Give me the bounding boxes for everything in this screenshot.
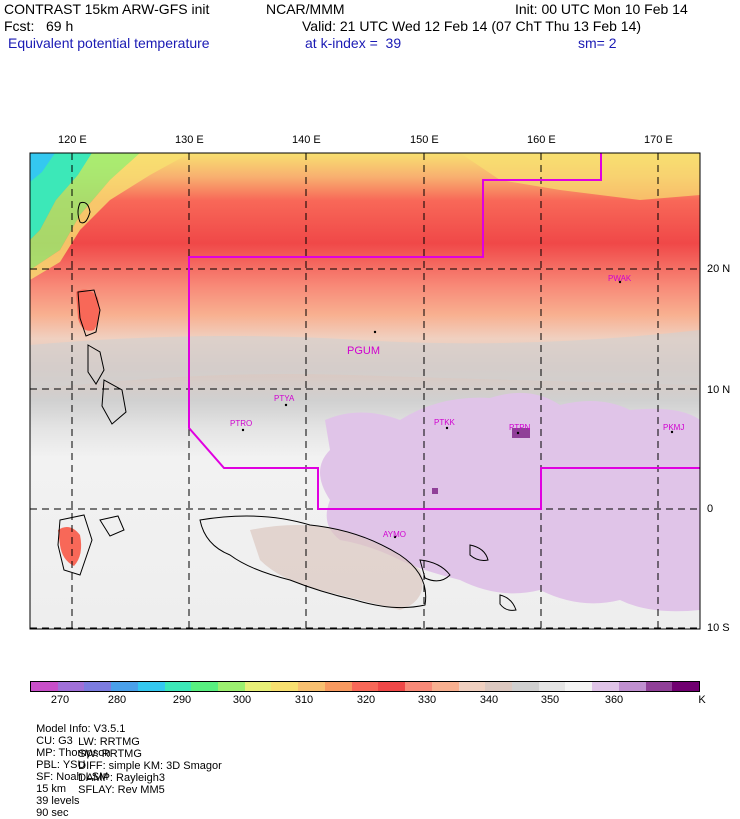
- map-canvas: [29, 152, 701, 630]
- variable-name: Equivalent potential temperature: [8, 35, 210, 51]
- station-label: PTYA: [274, 394, 295, 403]
- colorbar-swatch: [592, 682, 619, 691]
- smoothing-label: sm= 2: [578, 35, 617, 51]
- colorbar-units: K: [698, 694, 706, 706]
- colorbar-swatch: [618, 682, 646, 691]
- colorbar-swatch: [218, 682, 245, 691]
- station-markers: [241, 280, 674, 539]
- lat-label: 0: [707, 503, 714, 515]
- station-label: PKMJ: [663, 423, 685, 432]
- footer-item: SFLAY: Rev MM5: [78, 784, 165, 796]
- colorbar-label: 350: [540, 694, 560, 706]
- footer-item: LW: RRTMG: [78, 736, 140, 748]
- colorbar-swatch: [485, 682, 512, 691]
- station-label: PTRO: [230, 419, 253, 428]
- colorbar-label: 270: [50, 694, 70, 706]
- lat-label: 10 N: [707, 384, 731, 396]
- station-label: PWAK: [608, 274, 632, 283]
- lon-label: 170 E: [644, 134, 673, 146]
- colorbar-swatch: [431, 682, 459, 691]
- lat-label: 20 N: [707, 263, 731, 275]
- colorbar-swatch: [271, 682, 299, 691]
- footer-item: SW: RRTMG: [78, 748, 142, 760]
- colorbar-swatch: [84, 682, 112, 691]
- colorbar-swatch: [405, 682, 432, 691]
- colorbar-swatch: [351, 682, 379, 691]
- colorbar-swatch: [191, 682, 219, 691]
- colorbar-label: 280: [107, 694, 127, 706]
- colorbar-swatch: [324, 682, 352, 691]
- station-label: PTKK: [434, 418, 455, 427]
- colorbar-swatch: [244, 682, 272, 691]
- colorbar-swatch: [137, 682, 165, 691]
- footer-item: 15 km: [36, 783, 67, 795]
- theta-field: [30, 153, 700, 629]
- org-label: NCAR/MMM: [266, 1, 345, 17]
- colorbar-swatch: [538, 682, 566, 691]
- colorbar-label: 290: [172, 694, 192, 706]
- footer-item: DIFF: simple KM: 3D Smagor: [78, 760, 222, 772]
- lon-label: 140 E: [292, 134, 321, 146]
- valid-time: Valid: 21 UTC Wed 12 Feb 14 (07 ChT Thu …: [302, 18, 642, 34]
- forecast-hour: Fcst: 69 h: [4, 18, 74, 34]
- map-frame: [29, 152, 701, 630]
- lon-label: 160 E: [527, 134, 556, 146]
- colorbar-swatch: [645, 682, 673, 691]
- colorbar-swatch: [458, 682, 486, 691]
- init-time: Init: 00 UTC Mon 10 Feb 14: [515, 1, 688, 17]
- lon-label: 130 E: [175, 134, 204, 146]
- colorbar-label: 330: [417, 694, 437, 706]
- colorbar-label: 340: [479, 694, 499, 706]
- footer-item: 90 sec: [36, 807, 69, 819]
- level-label: at k-index = 39: [305, 35, 402, 51]
- colorbar-swatch: [298, 682, 325, 691]
- domain-boundary: [188, 153, 700, 510]
- model-info-line2: LW: RRTMG SW: RRTMG DIFF: simple KM: 3D …: [72, 724, 228, 796]
- lon-label: 120 E: [58, 134, 87, 146]
- lat-lon-grid: [30, 153, 700, 629]
- footer-item: DAMP: Rayleigh3: [78, 772, 165, 784]
- colorbar-label: 320: [356, 694, 376, 706]
- colorbar-swatch: [511, 682, 539, 691]
- colorbar-swatch: [565, 682, 593, 691]
- model-title: CONTRAST 15km ARW-GFS init: [4, 1, 210, 17]
- station-label: PTPN: [509, 423, 531, 432]
- coastlines: [57, 201, 517, 611]
- lon-label: 150 E: [410, 134, 439, 146]
- colorbar-swatch: [57, 682, 85, 691]
- colorbar: [30, 681, 700, 692]
- colorbar-swatch: [31, 682, 58, 691]
- footer-item: 39 levels: [36, 795, 80, 807]
- colorbar-swatch: [111, 682, 138, 691]
- station-label: PGUM: [347, 345, 380, 357]
- colorbar-swatch: [164, 682, 192, 691]
- colorbar-label: 300: [232, 694, 252, 706]
- footer-item: Model Info: V3.5.1: [36, 723, 126, 735]
- station-label: AYMO: [383, 530, 406, 539]
- colorbar-swatch: [672, 682, 699, 691]
- footer-item: CU: G3: [36, 735, 73, 747]
- colorbar-swatch: [378, 682, 406, 691]
- colorbar-label: 360: [604, 694, 624, 706]
- lat-label: 10 S: [707, 622, 730, 634]
- colorbar-label: 310: [294, 694, 314, 706]
